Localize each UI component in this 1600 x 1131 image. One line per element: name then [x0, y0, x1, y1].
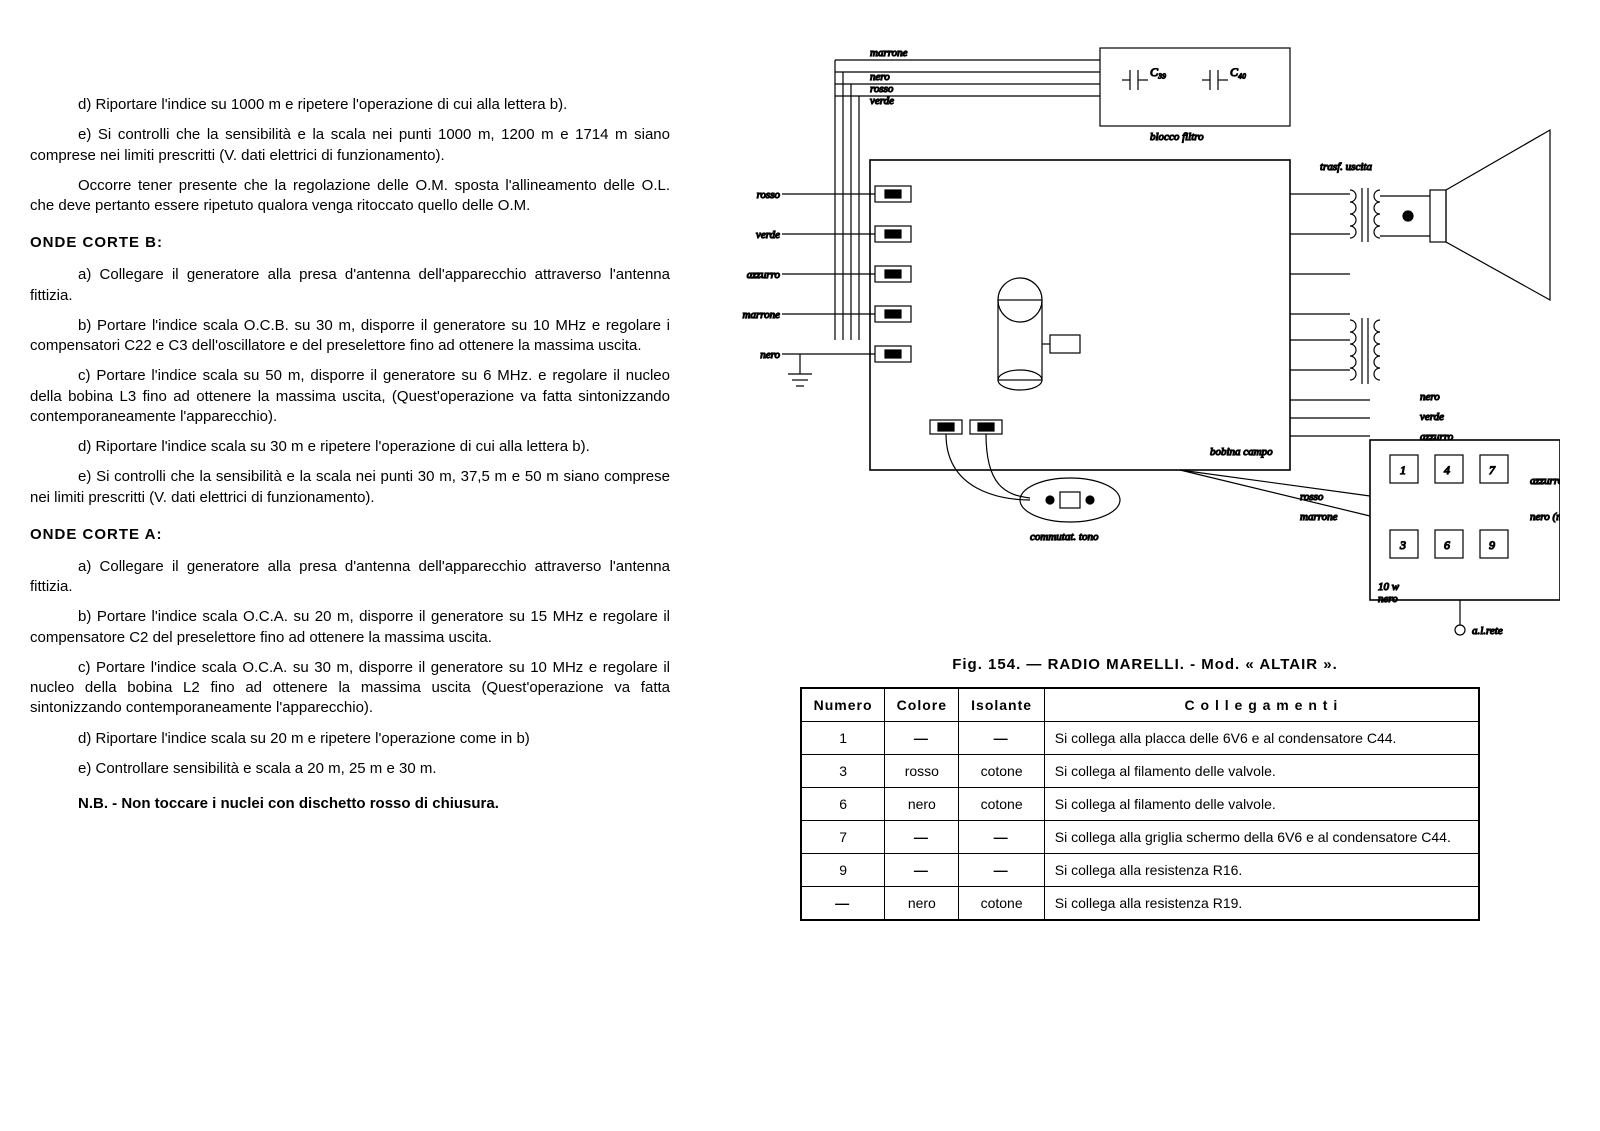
lbl-b6: 6: [1444, 538, 1450, 552]
lbl-b1: 1: [1400, 463, 1406, 477]
lbl-azzurro-l: azzurro: [747, 269, 781, 281]
lbl-azzurro-r: azzurro: [1420, 431, 1454, 443]
heading-onde-corte-a: ONDE CORTE A:: [30, 526, 670, 543]
cell-col: nero: [885, 887, 959, 921]
left-text-column: d) Riportare l'indice su 1000 m e ripete…: [30, 95, 670, 812]
cell-iso: —: [959, 722, 1044, 755]
para-d: d) Riportare l'indice su 1000 m e ripete…: [30, 95, 670, 115]
cell-col: —: [885, 722, 959, 755]
table-row: 9 — — Si collega alla resistenza R16.: [801, 854, 1479, 887]
lbl-marrone-r: marrone: [1300, 511, 1338, 523]
cell-desc: Si collega alla griglia schermo della 6V…: [1044, 821, 1479, 854]
nb-note: N.B. - Non toccare i nuclei con dischett…: [30, 795, 670, 812]
ocb-a: a) Collegare il generatore alla presa d'…: [30, 265, 670, 306]
heading-onde-corte-b: ONDE CORTE B:: [30, 234, 670, 251]
cell-col: nero: [885, 788, 959, 821]
table-body: 1 — — Si collega alla placca delle 6V6 e…: [801, 722, 1479, 921]
lbl-rosso-top: rosso: [870, 83, 894, 95]
table-row: 3 rosso cotone Si collega al filamento d…: [801, 755, 1479, 788]
cell-num: 3: [801, 755, 885, 788]
cell-iso: cotone: [959, 788, 1044, 821]
oca-c: c) Portare l'indice scala O.C.A. su 30 m…: [30, 658, 670, 719]
lbl-b4: 4: [1444, 463, 1450, 477]
lbl-verde-top: verde: [870, 95, 894, 107]
oca-d: d) Riportare l'indice scala su 20 m e ri…: [30, 729, 670, 749]
lbl-trasf: trasf. uscita: [1320, 161, 1372, 173]
lbl-verde-r: verde: [1420, 411, 1444, 423]
cell-iso: cotone: [959, 755, 1044, 788]
ocb-d: d) Riportare l'indice scala su 30 m e ri…: [30, 437, 670, 457]
lbl-verde-l: verde: [756, 229, 780, 241]
table-row: 7 — — Si collega alla griglia schermo de…: [801, 821, 1479, 854]
lbl-nero-l: nero: [760, 349, 780, 361]
lbl-commutat: commutat. tono: [1030, 531, 1099, 543]
lbl-blocco-filtro: blocco filtro: [1150, 131, 1204, 143]
cell-desc: Si collega alla placca delle 6V6 e al co…: [1044, 722, 1479, 755]
circuit-diagram: marrone nero rosso verde C₃₉ C₄₀ blocco …: [730, 40, 1560, 640]
cell-desc: Si collega al filamento delle valvole.: [1044, 755, 1479, 788]
cell-desc: Si collega alla resistenza R16.: [1044, 854, 1479, 887]
cell-iso: cotone: [959, 887, 1044, 921]
lbl-c39: C₃₉: [1150, 65, 1166, 79]
cell-num: —: [801, 887, 885, 921]
oca-b: b) Portare l'indice scala O.C.A. su 20 m…: [30, 607, 670, 648]
oca-e: e) Controllare sensibilità e scala a 20 …: [30, 759, 670, 779]
cell-num: 1: [801, 722, 885, 755]
cell-col: —: [885, 854, 959, 887]
lbl-maxpos: azzurro (max. pos.): [1530, 475, 1560, 487]
table-row: 1 — — Si collega alla placca delle 6V6 e…: [801, 722, 1479, 755]
table-header-row: Numero Colore Isolante C o l l e g a m e…: [801, 688, 1479, 722]
cell-num: 7: [801, 821, 885, 854]
th-numero: Numero: [801, 688, 885, 722]
th-colore: Colore: [885, 688, 959, 722]
lbl-marrone-top: marrone: [870, 47, 908, 59]
lbl-rosso-r: rosso: [1300, 491, 1324, 503]
cell-col: —: [885, 821, 959, 854]
th-isolante: Isolante: [959, 688, 1044, 722]
ocb-c: c) Portare l'indice scala su 50 m, dispo…: [30, 366, 670, 427]
lbl-c40: C₄₀: [1230, 65, 1246, 79]
svg-text:nero: nero: [1378, 593, 1398, 605]
svg-text:10 w: 10 w: [1378, 581, 1400, 593]
th-collegamenti: C o l l e g a m e n t i: [1044, 688, 1479, 722]
lbl-b7: 7: [1489, 463, 1496, 477]
lbl-marrone-l: marrone: [743, 309, 781, 321]
table-row: — nero cotone Si collega alla resistenza…: [801, 887, 1479, 921]
lbl-maxneg: nero (max. neg.): [1530, 511, 1560, 523]
ocb-e: e) Si controlli che la sensibilità e la …: [30, 467, 670, 508]
table-row: 6 nero cotone Si collega al filamento de…: [801, 788, 1479, 821]
cell-desc: Si collega al filamento delle valvole.: [1044, 788, 1479, 821]
lbl-nero-r: nero: [1420, 391, 1440, 403]
oca-a: a) Collegare il generatore alla presa d'…: [30, 557, 670, 598]
figure-caption: Fig. 154. — RADIO MARELLI. - Mod. « ALTA…: [710, 656, 1580, 673]
connections-table: Numero Colore Isolante C o l l e g a m e…: [800, 687, 1480, 921]
lbl-b9: 9: [1489, 538, 1495, 552]
lbl-rosso-l: rosso: [757, 189, 781, 201]
ocb-b: b) Portare l'indice scala O.C.B. su 30 m…: [30, 316, 670, 357]
cell-iso: —: [959, 821, 1044, 854]
right-column: marrone nero rosso verde C₃₉ C₄₀ blocco …: [710, 40, 1580, 921]
lbl-alrete: a.l.rete: [1472, 625, 1503, 637]
cell-col: rosso: [885, 755, 959, 788]
cell-num: 6: [801, 788, 885, 821]
lbl-nero-top: nero: [870, 71, 890, 83]
cell-iso: —: [959, 854, 1044, 887]
cell-num: 9: [801, 854, 885, 887]
lbl-b3: 3: [1399, 538, 1406, 552]
para-note: Occorre tener presente che la regolazion…: [30, 176, 670, 217]
para-e: e) Si controlli che la sensibilità e la …: [30, 125, 670, 166]
lbl-bobina: bobina campo: [1210, 446, 1273, 458]
cell-desc: Si collega alla resistenza R19.: [1044, 887, 1479, 921]
